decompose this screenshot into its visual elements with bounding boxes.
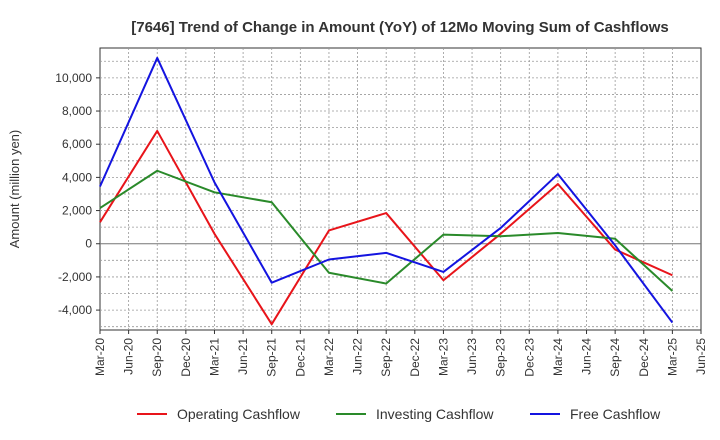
x-tick-label: Mar-21 <box>207 338 221 376</box>
y-axis-ticks: -4,000 -2,000 0 2,000 4,000 6,000 8,000 10,000 <box>55 71 100 317</box>
x-tick-label: Jun-25 <box>694 338 708 375</box>
plot-area <box>99 47 702 331</box>
y-tick-label: -4,000 <box>58 303 92 317</box>
series-lines <box>99 56 674 326</box>
legend: Operating Cashflow Investing Cashflow Free… <box>137 406 661 422</box>
x-tick-label: Mar-22 <box>322 338 336 376</box>
x-tick-label: Sep-22 <box>379 338 393 377</box>
legend-label: Operating Cashflow <box>177 406 301 422</box>
x-tick-label: Jun-23 <box>465 338 479 375</box>
x-tick-label: Mar-23 <box>436 338 450 376</box>
y-axis-label: Amount (million yen) <box>7 130 22 249</box>
x-tick-label: Sep-24 <box>608 338 622 377</box>
y-tick-label: 10,000 <box>55 71 92 85</box>
x-tick-label: Dec-22 <box>408 338 422 377</box>
series-line-operating-cashflow <box>99 129 673 326</box>
x-tick-label: Dec-23 <box>522 338 536 377</box>
y-tick-label: 4,000 <box>62 170 92 184</box>
x-tick-label: Jun-22 <box>351 338 365 375</box>
x-tick-label: Mar-24 <box>551 338 565 376</box>
x-tick-label: Sep-21 <box>265 338 279 377</box>
legend-label: Free Cashflow <box>570 406 661 422</box>
x-axis-ticks: Mar-20 Jun-20 Sep-20 Dec-20 Mar-21 Jun-21 Sep-… <box>93 330 708 377</box>
x-tick-label: Jun-20 <box>122 338 136 375</box>
legend-label: Investing Cashflow <box>376 406 494 422</box>
x-tick-label: Dec-24 <box>637 338 651 377</box>
series-line-investing-cashflow <box>99 169 674 292</box>
x-tick-label: Sep-20 <box>150 338 164 377</box>
x-tick-label: Mar-20 <box>93 338 107 376</box>
x-tick-label: Mar-25 <box>665 338 679 376</box>
x-tick-label: Dec-20 <box>179 338 193 377</box>
y-tick-label: 8,000 <box>62 104 92 118</box>
y-tick-label: 0 <box>85 237 92 251</box>
y-tick-label: 2,000 <box>62 204 92 218</box>
x-tick-label: Jun-24 <box>580 338 594 375</box>
y-tick-label: -2,000 <box>58 270 92 284</box>
x-tick-label: Sep-23 <box>494 338 508 377</box>
x-tick-label: Jun-21 <box>236 338 250 375</box>
y-tick-label: 6,000 <box>62 137 92 151</box>
chart-title: [7646] Trend of Change in Amount (YoY) o… <box>131 19 669 36</box>
x-tick-label: Dec-21 <box>293 338 307 377</box>
series-line-free-cashflow <box>99 56 674 324</box>
